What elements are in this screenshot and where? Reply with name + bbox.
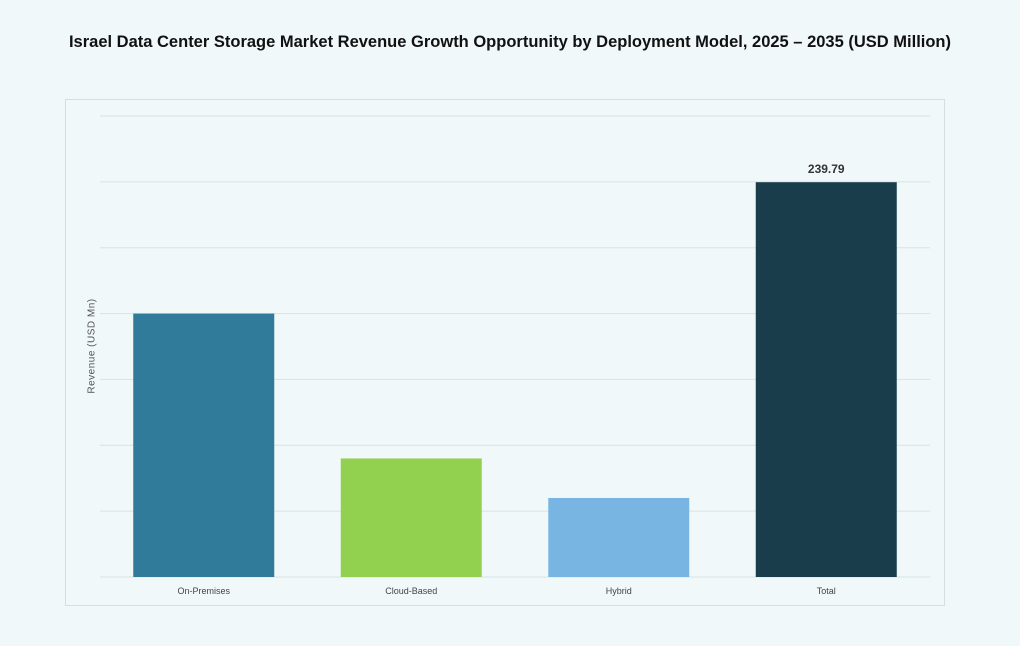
chart-frame: [65, 99, 945, 606]
x-tick-label: On-Premises: [177, 586, 230, 596]
bar-on-premises: [133, 313, 275, 577]
x-tick-label: Cloud-Based: [385, 586, 437, 596]
data-label: 239.79: [808, 162, 845, 176]
x-tick-label: Hybrid: [606, 586, 632, 596]
x-tick-label: Total: [817, 586, 836, 596]
bar-hybrid: [548, 497, 690, 577]
bar-cloud-based: [340, 458, 482, 577]
bar-total: [755, 182, 897, 578]
chart-title: Israel Data Center Storage Market Revenu…: [68, 33, 952, 51]
